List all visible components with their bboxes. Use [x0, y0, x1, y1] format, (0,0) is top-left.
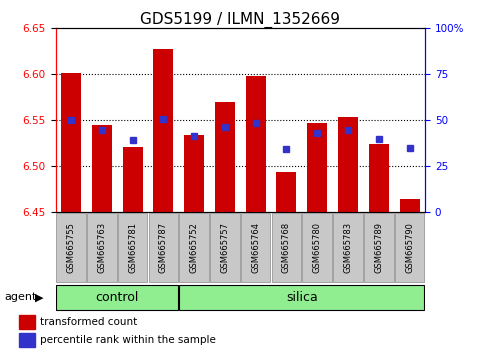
Text: GSM665790: GSM665790: [405, 222, 414, 273]
Text: percentile rank within the sample: percentile rank within the sample: [40, 335, 216, 345]
Bar: [302, 213, 332, 282]
Text: GSM665768: GSM665768: [282, 222, 291, 273]
Bar: [56, 213, 85, 282]
Text: control: control: [96, 291, 139, 304]
Bar: [276, 172, 297, 212]
Bar: [118, 213, 147, 282]
Bar: [272, 213, 301, 282]
Bar: [123, 147, 142, 212]
Bar: [307, 123, 327, 212]
Bar: [246, 76, 266, 212]
Text: GSM665752: GSM665752: [190, 222, 199, 273]
Bar: [210, 213, 240, 282]
Bar: [241, 213, 270, 282]
Text: GSM665755: GSM665755: [67, 222, 75, 273]
Text: GSM665764: GSM665764: [251, 222, 260, 273]
Bar: [87, 213, 116, 282]
Text: GSM665757: GSM665757: [220, 222, 229, 273]
Bar: [338, 117, 358, 212]
Title: GDS5199 / ILMN_1352669: GDS5199 / ILMN_1352669: [140, 12, 341, 28]
Text: silica: silica: [286, 291, 318, 304]
Bar: [395, 213, 425, 282]
Bar: [369, 144, 389, 212]
Text: ▶: ▶: [35, 292, 44, 302]
Bar: [56, 285, 178, 310]
Bar: [399, 199, 420, 212]
Bar: [92, 125, 112, 212]
Text: GSM665783: GSM665783: [343, 222, 353, 273]
Text: GSM665781: GSM665781: [128, 222, 137, 273]
Bar: [333, 213, 363, 282]
Bar: [19, 333, 35, 347]
Text: transformed count: transformed count: [40, 318, 137, 327]
Bar: [184, 135, 204, 212]
Bar: [179, 285, 425, 310]
Bar: [364, 213, 394, 282]
Bar: [179, 213, 209, 282]
Bar: [153, 50, 173, 212]
Text: GSM665780: GSM665780: [313, 222, 322, 273]
Text: GSM665763: GSM665763: [97, 222, 106, 273]
Text: agent: agent: [5, 292, 37, 302]
Bar: [19, 315, 35, 329]
Bar: [215, 102, 235, 212]
Bar: [149, 213, 178, 282]
Text: GSM665787: GSM665787: [159, 222, 168, 273]
Bar: [61, 73, 81, 212]
Text: GSM665789: GSM665789: [374, 222, 384, 273]
